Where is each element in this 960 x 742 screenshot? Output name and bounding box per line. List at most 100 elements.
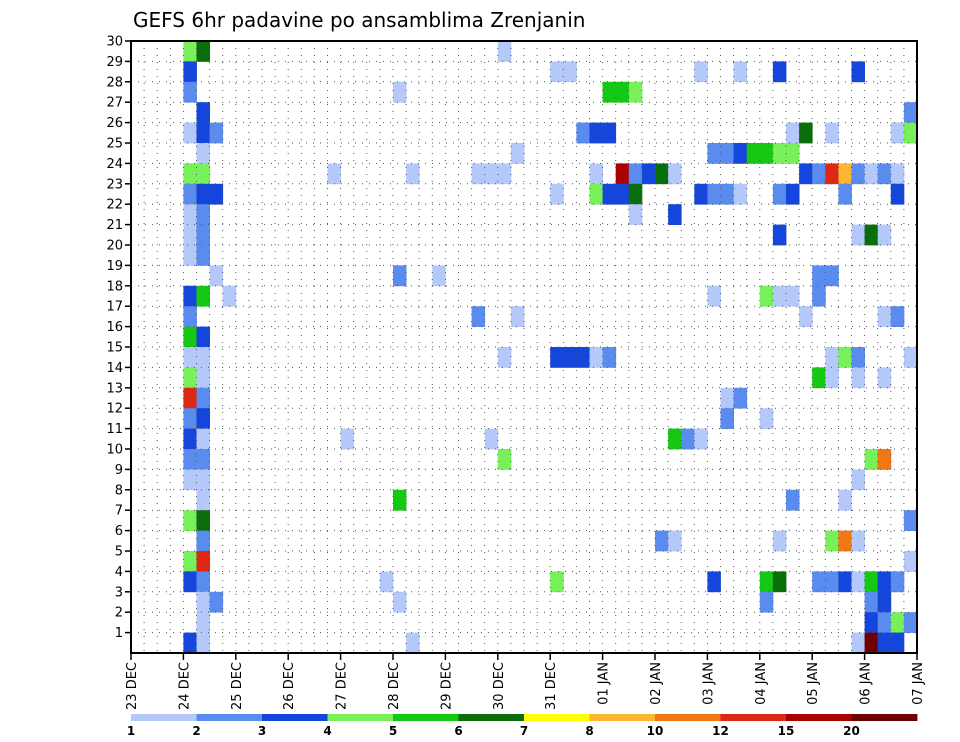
y-tick-label: 30 [106, 35, 123, 50]
heatmap-cell [707, 143, 721, 164]
heatmap-cell [432, 265, 446, 287]
heatmap-cell [576, 347, 590, 368]
y-tick-label: 2 [115, 606, 123, 621]
heatmap-cell [772, 285, 787, 307]
heatmap-cell [903, 102, 918, 123]
heatmap-cell [759, 408, 774, 429]
heatmap-cell [786, 122, 800, 144]
heatmap-cell [903, 347, 918, 368]
heatmap-cell [825, 571, 839, 593]
heatmap-cell [720, 183, 734, 205]
legend-label: 1 [127, 724, 135, 738]
heatmap-cell [183, 469, 197, 491]
heatmap-cell [497, 41, 512, 62]
heatmap-cell [183, 408, 197, 429]
legend-label: 15 [778, 724, 795, 738]
heatmap-cell [733, 143, 748, 164]
heatmap-cell [786, 285, 800, 307]
heatmap-cell [183, 41, 197, 62]
heatmap-cell [196, 489, 210, 511]
heatmap-cell [497, 163, 512, 185]
heatmap-cell [890, 306, 905, 327]
y-tick-label: 21 [106, 218, 123, 233]
heatmap-cell [825, 530, 839, 552]
heatmap-cell [628, 163, 643, 185]
heatmap-cell [340, 428, 355, 450]
heatmap-cell [812, 265, 826, 287]
x-tick-label: 29 DEC [439, 662, 454, 710]
heatmap-cell [812, 285, 826, 307]
heatmap-cell [196, 143, 210, 164]
x-axis-ticks: 23 DEC 24 DEC 25 DEC 26 DEC 27 DEC 28 DEC 29 D… [125, 653, 926, 710]
legend-swatch [655, 714, 721, 721]
x-tick-label: 28 DEC [387, 662, 402, 710]
x-tick-label: 05 JAN [806, 662, 821, 705]
heatmap-cell [196, 469, 210, 491]
legend-swatch [131, 714, 197, 721]
heatmap-cell [196, 204, 210, 225]
legend-label: 20 [843, 724, 860, 738]
heatmap-cell [786, 183, 800, 205]
heatmap-cell [864, 632, 879, 654]
heatmap-cell [877, 449, 892, 470]
heatmap-cell [851, 224, 865, 246]
heatmap-cell [668, 530, 682, 552]
x-tick-label: 23 DEC [125, 662, 140, 710]
y-tick-label: 1 [115, 626, 123, 641]
heatmap-cell [851, 632, 865, 654]
heatmap-cell [209, 591, 224, 613]
heatmap-cell [668, 163, 682, 185]
y-tick-label: 8 [115, 483, 123, 498]
heatmap-cell [393, 489, 407, 511]
heatmap-cell [772, 571, 787, 593]
y-tick-label: 11 [106, 422, 123, 437]
y-tick-label: 3 [115, 585, 123, 600]
heatmap-cell [877, 306, 892, 327]
y-tick-label: 9 [115, 463, 123, 478]
heatmap-cell [615, 183, 630, 205]
grid-lines [131, 41, 917, 653]
heatmap-cell [759, 591, 774, 613]
x-tick-label: 24 DEC [177, 662, 192, 710]
heatmap-cell [733, 387, 748, 409]
y-tick-label: 19 [106, 259, 123, 274]
heatmap-cell [877, 571, 892, 593]
x-tick-label: 07 JAN [911, 662, 926, 705]
heatmap-cell [183, 204, 197, 225]
heatmap-cell [196, 122, 210, 144]
heatmap-cell [877, 591, 892, 613]
heatmap-cell [890, 163, 905, 185]
heatmap-cell [615, 163, 630, 185]
heatmap-cell [628, 183, 643, 205]
heatmap-cell [851, 367, 865, 389]
x-tick-label: 04 JAN [754, 662, 769, 705]
heatmap-cell [655, 163, 669, 185]
heatmap-cell [196, 163, 210, 185]
heatmap-cell [799, 163, 813, 185]
heatmap-cell [903, 122, 918, 144]
heatmap-cell [196, 326, 210, 348]
x-tick-label: 03 JAN [701, 662, 716, 705]
y-tick-label: 29 [106, 55, 123, 70]
heatmap-cell [694, 61, 708, 83]
heatmap-cell [183, 367, 197, 389]
heatmap-cell [196, 387, 210, 409]
heatmap-cell [890, 183, 905, 205]
heatmap-cell [864, 449, 879, 470]
heatmap-cell [759, 143, 774, 164]
heatmap-cell [628, 81, 643, 103]
legend-label: 5 [389, 724, 397, 738]
legend-label: 10 [647, 724, 664, 738]
heatmap-cell [772, 224, 787, 246]
heatmap-cell [838, 163, 852, 185]
heatmap-cell [890, 632, 905, 654]
legend-swatch [196, 714, 263, 721]
heatmap-cell [681, 428, 695, 450]
heatmap-cell [825, 122, 839, 144]
heatmap-cell [772, 530, 787, 552]
heatmap-cell [327, 163, 341, 185]
heatmap-cell [183, 428, 197, 450]
heatmap-cell [799, 306, 813, 327]
legend-label: 2 [192, 724, 200, 738]
